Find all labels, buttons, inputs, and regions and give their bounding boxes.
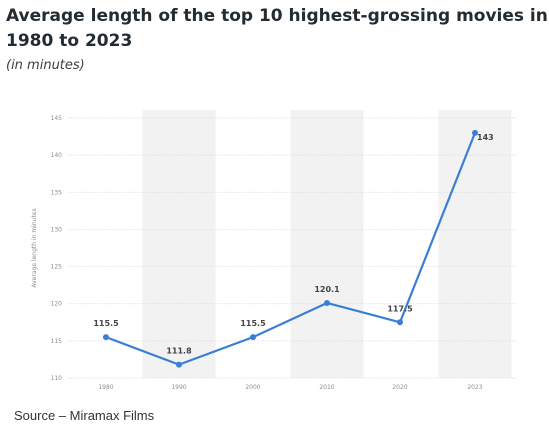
source-note: Source – Miramax Films (14, 408, 155, 423)
data-point (397, 319, 403, 326)
chart-title-line-2: 1980 to 2023 (6, 31, 133, 51)
y-tick-label: 110 (51, 375, 63, 382)
y-tick-label: 125 (51, 264, 63, 271)
y-tick-label: 135 (51, 189, 63, 196)
y-tick-label: 140 (51, 152, 63, 159)
x-tick-label: 2020 (392, 384, 407, 391)
data-point (176, 361, 182, 368)
data-label: 120.1 (314, 285, 340, 294)
data-point (472, 129, 478, 136)
background-band (438, 110, 512, 378)
data-label: 115.5 (93, 319, 119, 328)
background-band (290, 110, 364, 378)
y-tick-label: 120 (51, 301, 63, 308)
x-tick-label: 1990 (171, 384, 186, 391)
chart-title-line-1: Average length of the top 10 highest-gro… (6, 6, 548, 26)
data-point (103, 334, 109, 341)
data-point (250, 334, 256, 341)
background-band (142, 110, 216, 378)
data-label: 117.5 (387, 304, 413, 313)
y-tick-label: 145 (51, 115, 63, 122)
chart-title: Average length of the top 10 highest-gro… (6, 4, 549, 54)
x-tick-label: 1980 (98, 384, 113, 391)
data-point (324, 299, 330, 306)
data-label: 143 (477, 133, 494, 142)
x-tick-label: 2010 (319, 384, 334, 391)
x-tick-label: 2023 (467, 384, 482, 391)
series-line (104, 131, 477, 366)
data-label: 115.5 (240, 319, 266, 328)
chart-area: 110 115 120 125 130 135 140 145 Average length i… (0, 88, 549, 400)
x-tick-label: 2000 (245, 384, 260, 391)
y-tick-label: 115 (51, 338, 63, 345)
y-tick-label: 130 (51, 226, 63, 233)
data-label: 111.8 (166, 347, 192, 356)
line-chart: 110 115 120 125 130 135 140 145 Average length i… (31, 110, 516, 391)
y-axis-label: Average length in minutes (31, 208, 38, 287)
chart-subtitle: (in minutes) (6, 58, 85, 73)
